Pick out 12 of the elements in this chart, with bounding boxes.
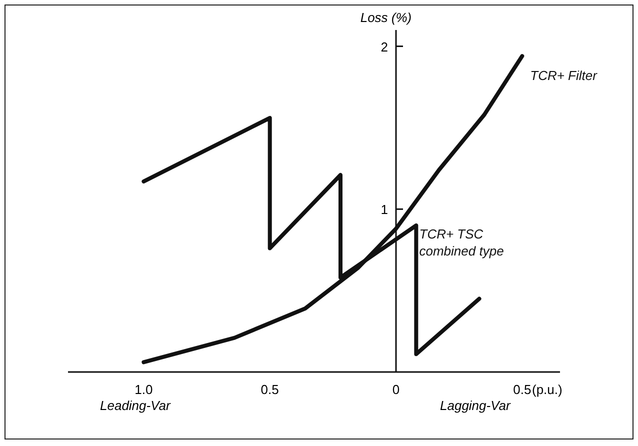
y-tick-label: 2 xyxy=(380,39,388,54)
x-tick-label: 0.5 xyxy=(513,382,532,397)
y-axis-title: Loss (%) xyxy=(360,10,412,25)
x-tick-label: 0 xyxy=(392,382,400,397)
text: Leading-Var xyxy=(100,398,172,413)
text: (p.u.) xyxy=(532,382,562,397)
x-tick-label: 1.0 xyxy=(134,382,153,397)
text: Lagging-Var xyxy=(440,398,512,413)
y-tick-label: 1 xyxy=(380,202,388,218)
series-label: TCR+ TSC combined type xyxy=(419,226,504,259)
series-label: TCR+ Filter xyxy=(530,68,598,84)
x-tick-label: 0.5 xyxy=(260,382,279,397)
